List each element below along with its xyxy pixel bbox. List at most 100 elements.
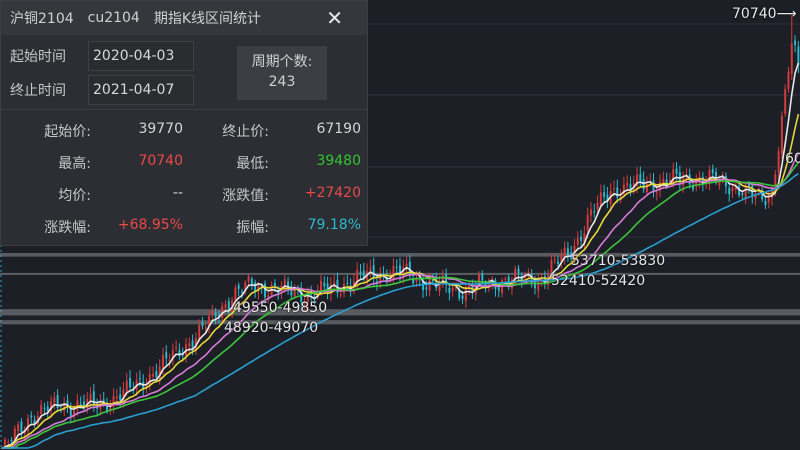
candle-body [267,295,270,300]
candle-body [537,279,540,291]
candle-body [464,287,467,301]
stat-label: 最高: [58,156,91,172]
candle-body [20,421,23,433]
candle-body [158,366,161,379]
candle-body [616,187,619,198]
candle-body [208,315,211,327]
candle-body [204,327,207,329]
panel-title: 期指K线区间统计 [153,11,262,27]
candle-body [543,275,546,283]
stat-label: 最低: [236,156,269,172]
candle-body [115,396,118,399]
stat-value: 67190 [316,121,361,137]
candle-body [767,195,770,203]
candle-body [326,283,329,292]
candle-body [639,174,642,181]
end-time-label: 终止时间 [10,83,66,99]
candle-body [790,43,793,75]
candle-body [33,419,36,425]
candle-body [514,269,517,279]
candle-body [125,380,128,392]
candle-body [728,187,731,195]
candle-body [359,271,362,274]
candle-body [675,168,678,174]
candle-body [794,40,797,46]
candle-body [17,424,20,432]
candle-body [112,395,115,407]
candle-body [606,194,609,201]
divider [1,109,367,110]
candle-body [161,354,164,368]
candle-body [73,410,76,415]
candle-body [774,174,777,189]
candle-body [333,282,336,285]
ma60-line [1,173,799,449]
candle-body [356,270,359,283]
candle-body [632,183,635,187]
candle-body [346,282,349,284]
candle-body [747,183,750,187]
candle-body [711,169,714,174]
candle-body [283,279,286,286]
start-time-label: 起始时间 [10,49,66,65]
candle-body [198,324,201,339]
candle-body [438,281,441,291]
candle-body [155,371,158,378]
candle-body [375,281,378,283]
candle-body [69,408,72,416]
candle-body [550,260,553,273]
candle-body [129,377,132,388]
candle-body [339,294,342,296]
candle-body [369,267,372,272]
candle-body [247,276,250,282]
candle-body [89,394,92,401]
candle-body [46,406,49,412]
stat-value: 79.18% [307,217,361,233]
candle-body [402,266,405,277]
interval-stats-panel: 沪铜2104 cu2104 期指K线区间统计 ✕ 起始时间 2020-04-03… [0,0,368,246]
candle-body [668,179,671,183]
candle-body [603,192,606,197]
candle-body [672,169,675,183]
candle-body [303,302,306,305]
candle-body [320,280,322,292]
candle-body [392,265,395,279]
candle-body [290,285,293,296]
candle-body [563,247,566,257]
candle-body [454,287,457,289]
end-time-field[interactable]: 2021-04-07 [88,75,194,105]
candle-body [777,151,780,173]
period-count-label: 周期个数: [251,54,313,70]
candle-body [119,394,122,401]
candle-body [741,193,744,196]
stat-label: 涨跌值: [222,188,269,204]
level-label: 48920-49070 [224,320,319,336]
start-time-field[interactable]: 2020-04-03 [88,41,194,71]
candle-body [76,400,79,410]
candle-body [553,259,556,261]
candle-body [504,278,507,280]
candle-body [102,399,105,403]
partial-level-label: 60 [785,151,800,167]
candle-body [734,185,737,190]
candle-body [718,179,721,186]
close-icon[interactable]: ✕ [326,6,343,30]
ma20-line [1,153,800,449]
candle-body [40,404,43,415]
candle-body [178,349,181,357]
candle-body [431,279,434,282]
candle-body [188,343,191,347]
stat-label: 涨跌幅: [44,220,91,236]
candle-body [645,183,648,193]
candle-body [175,347,178,349]
candle-body [254,282,257,291]
stat-label: 振幅: [236,220,269,236]
candle-body [451,287,454,291]
candle-body [30,415,33,418]
stat-value: 70740 [138,153,183,169]
candle-body [82,401,85,409]
candle-body [273,283,276,288]
candle-body [764,200,767,206]
panel-title-bar[interactable]: 沪铜2104 cu2104 期指K线区间统计 ✕ [1,1,367,35]
